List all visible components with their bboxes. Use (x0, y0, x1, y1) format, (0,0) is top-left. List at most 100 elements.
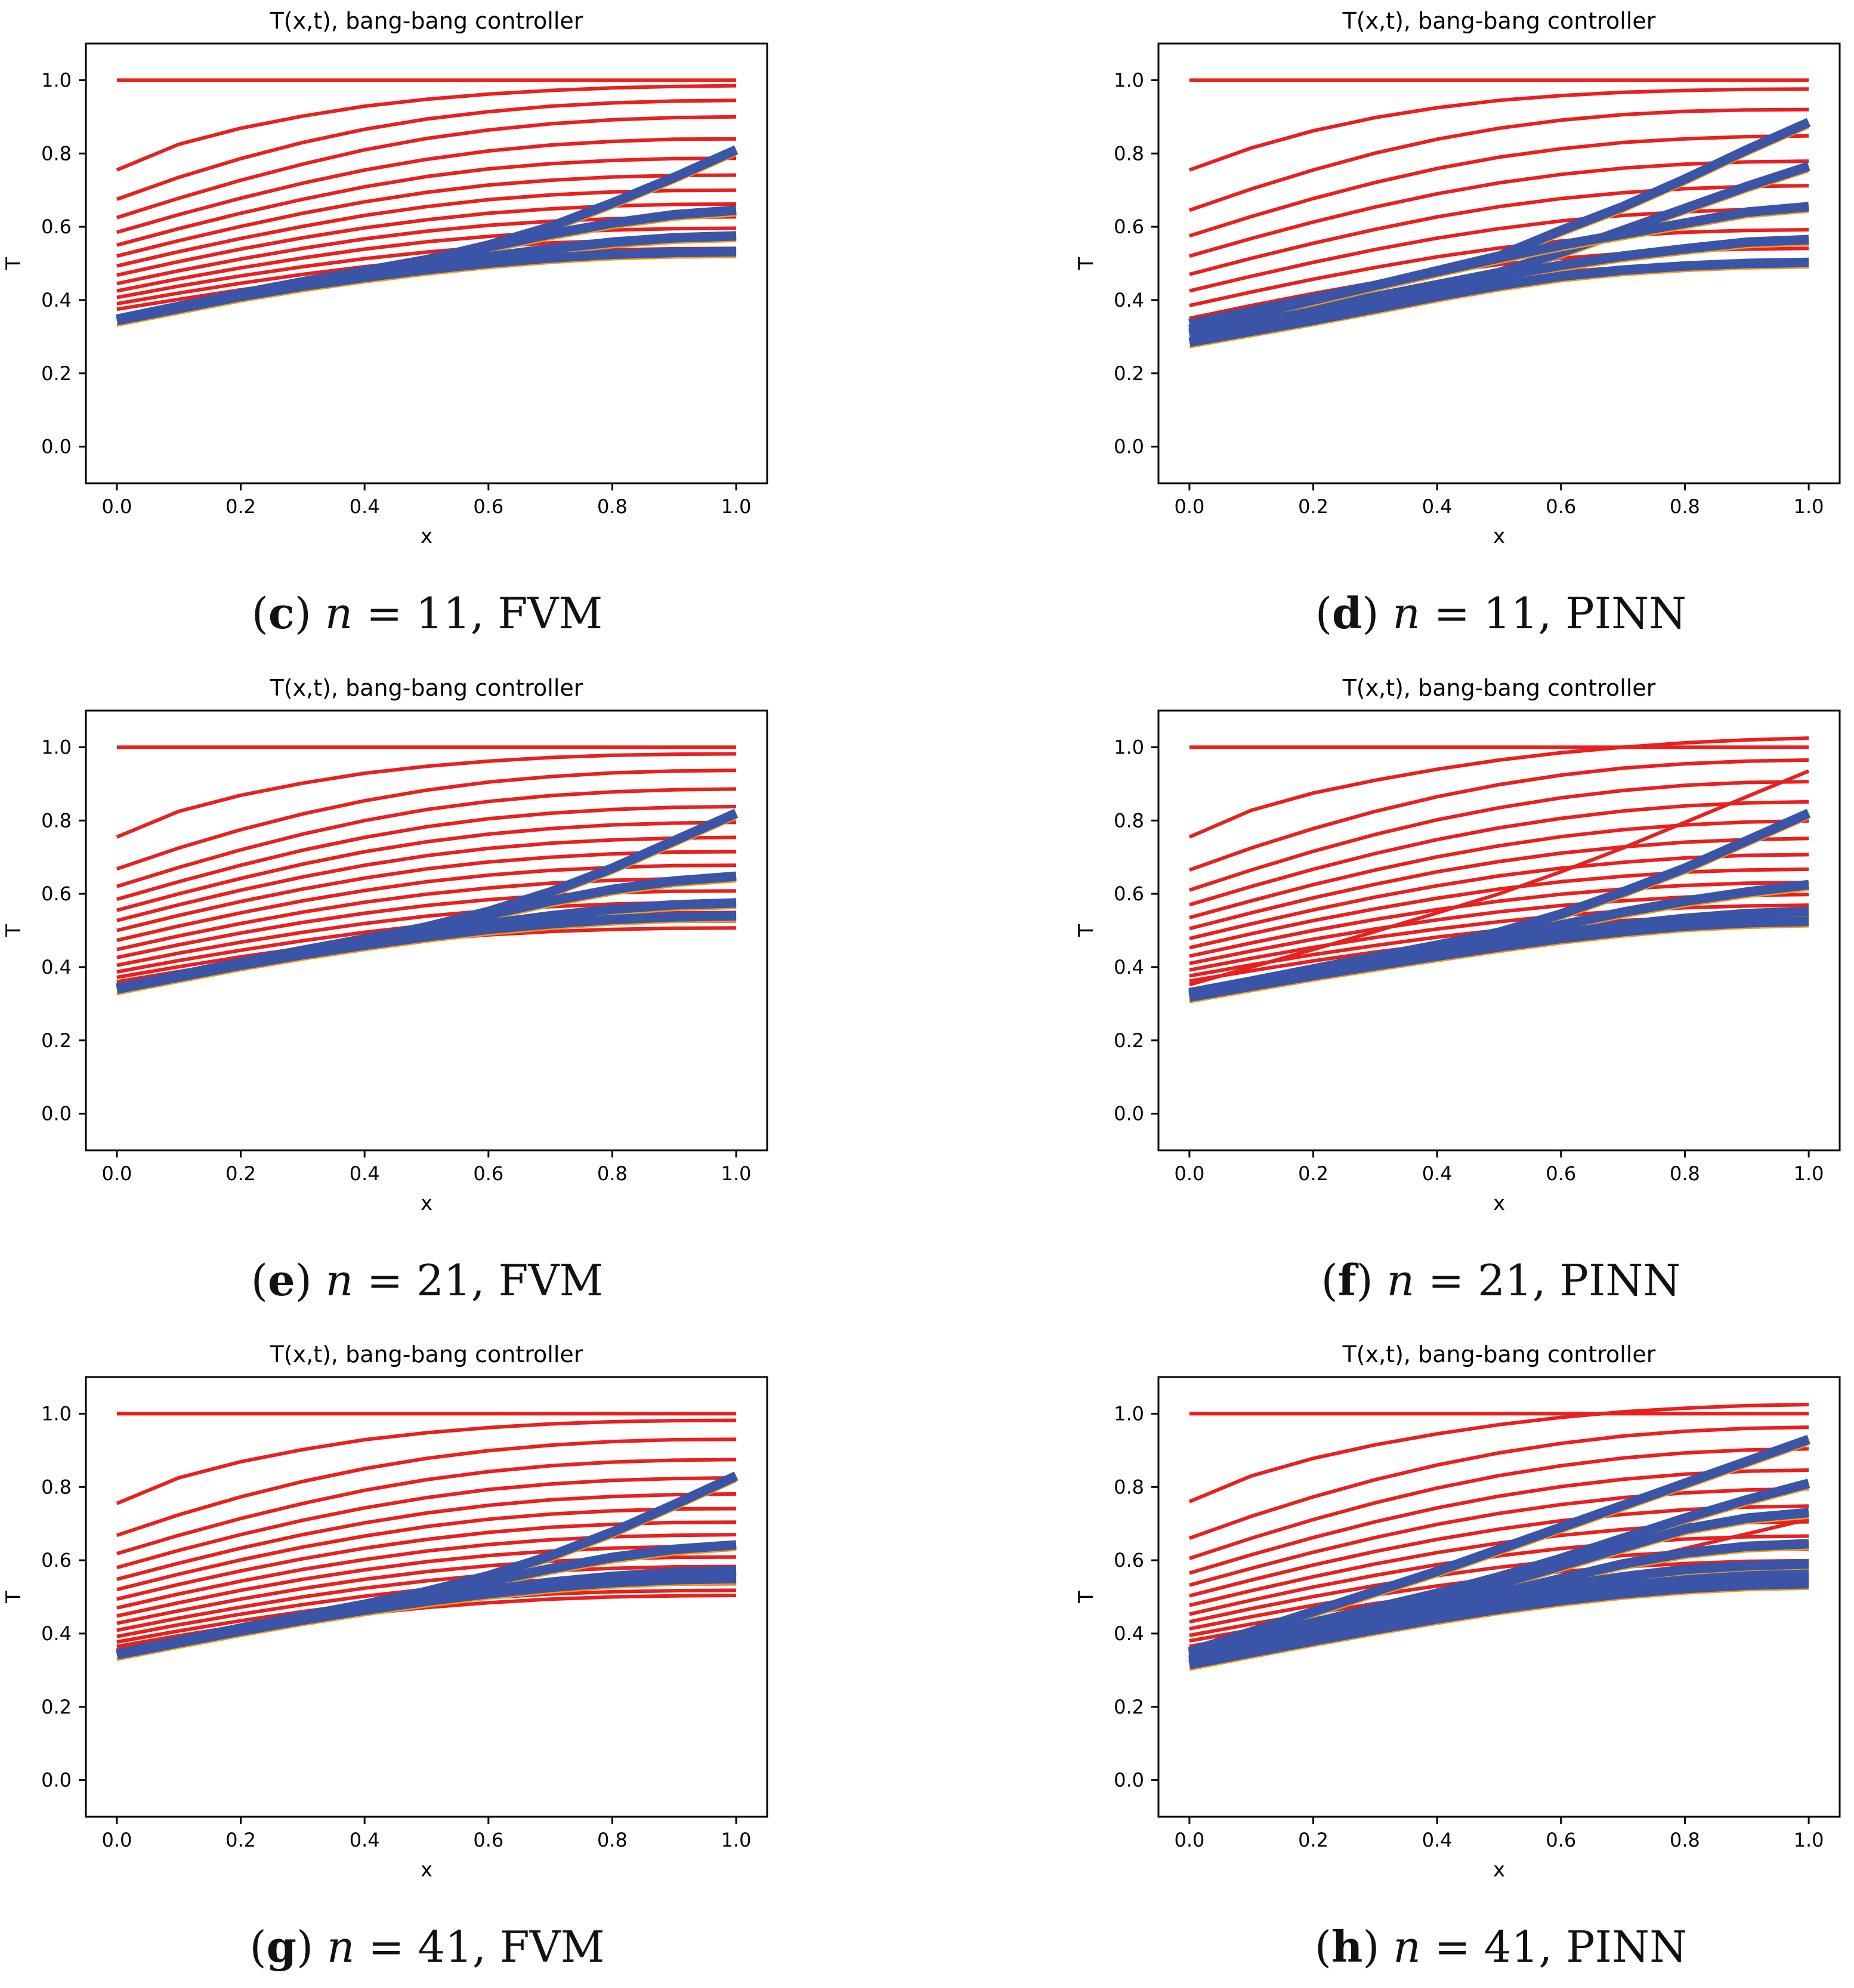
chart-panel: 0.0 0.2 0.4 0.6 0.8 1.0 0.0 0.2 0.4 0.6 0.8 1.0 T(x,… (1074, 8, 1841, 548)
x-axis-label: x (421, 1191, 432, 1215)
y-axis-label: T (2, 924, 26, 937)
y-tick-label: 0.4 (1114, 289, 1144, 311)
y-tick-label: 0.0 (1114, 1769, 1144, 1792)
y-tick-label: 1.0 (41, 1402, 72, 1425)
red-series-line (1189, 836, 1809, 931)
orange-series-line (1189, 267, 1809, 348)
chart-title: T(x,t), bang-bang controller (270, 1341, 583, 1367)
caption-h: (h) n = 41, PINN (1314, 1921, 1688, 1972)
blue-series-line (1188, 1579, 1809, 1669)
plot-frame (1157, 709, 1841, 1152)
y-tick-label: 0.0 (41, 1103, 72, 1125)
y-tick-label: 1.0 (1114, 736, 1144, 758)
x-tick-label: 0.4 (350, 1829, 380, 1851)
red-series-line (116, 1544, 737, 1618)
blue-series-line (1188, 1478, 1810, 1659)
x-tick-label: 0.2 (1298, 495, 1328, 518)
y-tick-label: 0.2 (1114, 362, 1144, 385)
y-tick-label: 0.0 (41, 1769, 72, 1792)
x-tick-label: 1.0 (1794, 1829, 1824, 1851)
x-tick-label: 0.0 (101, 1829, 132, 1851)
red-series-line (1189, 903, 1809, 972)
red-series-line (116, 850, 737, 933)
y-tick-label: 0.2 (1114, 1029, 1144, 1052)
red-series-line (1189, 159, 1809, 258)
red-series-line (116, 1533, 737, 1610)
y-tick-label: 0.4 (41, 1622, 72, 1645)
y-tick-label: 0.4 (41, 956, 72, 978)
blue-series-line (116, 1573, 737, 1660)
y-axis-label: T (1074, 257, 1098, 270)
series-group (116, 78, 738, 327)
y-tick-label: 0.4 (41, 289, 72, 311)
x-tick-label: 0.6 (1546, 1829, 1576, 1851)
series-group (1188, 1403, 1810, 1671)
x-tick-label: 0.6 (1546, 495, 1576, 518)
x-tick-label: 0.6 (473, 495, 503, 518)
x-axis-label: x (421, 524, 432, 548)
orange-series-line (1189, 211, 1809, 336)
chart-panel: 0.0 0.2 0.4 0.6 0.8 1.0 0.0 0.2 0.4 0.6 0.8 1.0 T(x,… (2, 675, 768, 1215)
y-tick-label: 1.0 (41, 736, 72, 758)
orange-series-line (116, 920, 737, 996)
caption-text: = 11, PINN (1420, 588, 1687, 638)
x-tick-label: 0.0 (1174, 1829, 1204, 1851)
y-tick-label: 1.0 (1114, 69, 1144, 91)
x-tick-label: 0.2 (225, 1829, 256, 1851)
red-series-line (116, 84, 737, 172)
red-series-line (116, 173, 737, 258)
y-tick-label: 0.6 (1114, 1549, 1144, 1572)
y-tick-label: 0.0 (1114, 1103, 1144, 1125)
red-series-line (116, 752, 737, 839)
chart-panel: 0.0 0.2 0.4 0.6 0.8 1.0 0.0 0.2 0.4 0.6 0.8 1.0 T(x,… (2, 8, 768, 548)
x-axis-label: x (421, 1858, 432, 1882)
x-tick-label: 0.8 (597, 495, 628, 518)
red-series-line (116, 156, 737, 247)
x-tick-label: 0.4 (1422, 1162, 1453, 1185)
red-series-line (1188, 1425, 1809, 1541)
red-series-line (1189, 207, 1809, 293)
red-series-line (116, 804, 737, 902)
red-series-line (116, 863, 737, 943)
caption-variable: n (325, 1255, 354, 1305)
red-series-line (1189, 1487, 1809, 1587)
red-series-line (116, 137, 737, 234)
plot-frame (85, 42, 768, 484)
y-tick-label: 0.6 (41, 215, 72, 238)
y-axis-label: T (1074, 924, 1098, 937)
red-series-line (1189, 184, 1809, 276)
x-tick-label: 0.4 (1422, 495, 1453, 518)
y-tick-label: 0.2 (1114, 1696, 1144, 1718)
y-tick-label: 0.6 (41, 1549, 72, 1572)
x-tick-label: 0.6 (473, 1162, 503, 1185)
caption-e: (e) n = 21, FVM (251, 1255, 604, 1305)
caption-text: = 41, FVM (354, 1922, 605, 1972)
x-tick-label: 0.8 (1670, 1162, 1700, 1185)
red-series-line (116, 876, 737, 952)
x-axis-label: x (1493, 1191, 1505, 1215)
orange-series-line (1189, 1588, 1809, 1671)
plot-frame (85, 709, 768, 1152)
x-tick-label: 0.0 (101, 495, 132, 518)
red-series-line (116, 1564, 737, 1632)
y-tick-label: 0.8 (41, 142, 72, 165)
blue-series-line (116, 246, 737, 326)
plot-frame (1157, 1376, 1841, 1818)
red-series-line (1189, 769, 1810, 987)
red-series-line (116, 1492, 737, 1581)
chart-title: T(x,t), bang-bang controller (270, 675, 583, 701)
x-tick-label: 0.8 (597, 1829, 628, 1851)
caption-variable: n (326, 1922, 355, 1972)
red-series-line (116, 202, 737, 277)
chart-panel: 0.0 0.2 0.4 0.6 0.8 1.0 0.0 0.2 0.4 0.6 0.8 1.0 T(x,… (1074, 1341, 1841, 1882)
caption-variable: n (325, 588, 353, 638)
red-series-line (116, 768, 737, 871)
chart-title: T(x,t), bang-bang controller (270, 8, 583, 34)
y-axis-label: T (2, 257, 26, 270)
caption-text: = 21, PINN (1414, 1255, 1681, 1305)
chart-title: T(x,t), bang-bang controller (1342, 8, 1656, 34)
red-series-line (116, 1458, 737, 1555)
blue-series-line (1188, 234, 1809, 340)
caption-variable: n (1393, 1922, 1421, 1972)
x-axis-label: x (1493, 1858, 1505, 1882)
